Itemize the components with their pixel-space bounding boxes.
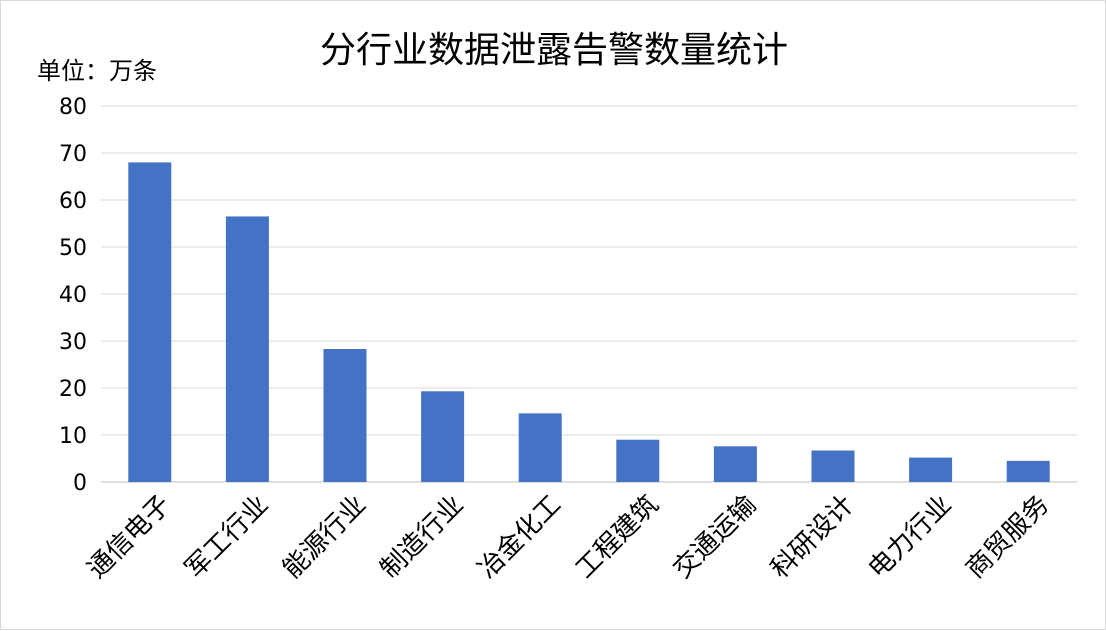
y-tick-label: 80 [59, 95, 87, 120]
bar-1 [128, 162, 172, 482]
x-category-label: 交通运输 [668, 490, 763, 585]
x-category-label: 电力行业 [863, 490, 958, 585]
bar-6 [616, 439, 660, 482]
x-category-label: 能源行业 [277, 490, 372, 585]
bar-4 [421, 391, 465, 482]
x-category-label: 商贸服务 [960, 490, 1055, 585]
bar-9 [909, 457, 953, 482]
y-tick-label: 0 [73, 471, 87, 496]
x-category-label: 工程建筑 [570, 490, 665, 585]
bar-8 [811, 450, 855, 482]
x-category-label: 制造行业 [375, 490, 470, 585]
bar-10 [1006, 460, 1050, 482]
y-tick-label: 50 [59, 236, 87, 261]
y-tick-label: 10 [59, 424, 87, 449]
y-axis-unit-label: 单位：万条 [37, 57, 157, 85]
x-category-label: 冶金化工 [472, 490, 567, 585]
x-category-label: 军工行业 [180, 490, 275, 585]
y-tick-label: 60 [59, 189, 87, 214]
bar-5 [518, 413, 562, 482]
y-tick-label: 30 [59, 330, 87, 355]
chart-title: 分行业数据泄露告警数量统计 [319, 30, 788, 71]
bar-2 [225, 216, 269, 482]
x-category-label: 科研设计 [765, 490, 860, 585]
bar-7 [713, 446, 757, 482]
y-tick-label: 40 [59, 283, 87, 308]
y-tick-label: 20 [59, 377, 87, 402]
bar-3 [323, 348, 367, 482]
x-category-label: 通信电子 [82, 490, 177, 585]
y-tick-label: 70 [59, 142, 87, 167]
